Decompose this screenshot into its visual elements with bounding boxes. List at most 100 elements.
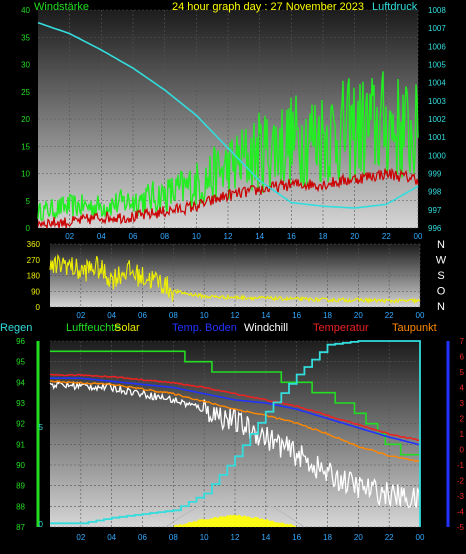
legend-entry: Windchill: [244, 322, 288, 334]
pressure-tick-label: 1003: [428, 97, 446, 106]
temperature-tick-label: 2: [460, 415, 465, 424]
wind-tick-label: 0: [26, 224, 31, 233]
time-tick-label: 10: [192, 232, 201, 241]
time-tick-label: 18: [323, 311, 332, 320]
rain-tick-label: 5: [39, 423, 44, 432]
time-tick-label: 00: [416, 311, 425, 320]
wind-direction-tick-label: 0: [36, 303, 41, 312]
pressure-tick-label: 999: [428, 170, 442, 179]
series-rain: [50, 340, 421, 527]
wind-direction-tick-label: 360: [27, 240, 41, 249]
time-tick-label: 12: [231, 311, 240, 320]
time-tick-label: 12: [231, 533, 240, 542]
temperature-tick-label: 4: [460, 384, 465, 393]
wind-axis-title: Windstärke: [34, 1, 89, 13]
pressure-tick-label: 1002: [428, 115, 446, 124]
time-tick-label: 08: [169, 311, 178, 320]
pressure-tick-label: 1000: [428, 151, 446, 160]
temperature-tick-label: 0: [460, 446, 465, 455]
temperature-tick-label: 1: [460, 430, 465, 439]
rain-tick-label: 0: [39, 520, 44, 529]
pressure-tick-label: 1001: [428, 133, 446, 142]
time-tick-label: 10: [200, 533, 209, 542]
time-tick-label: 18: [319, 232, 328, 241]
humidity-tick-label: 96: [16, 337, 25, 346]
series-temperature: [50, 373, 421, 441]
wind-tick-label: 5: [26, 197, 31, 206]
legend-entry: Luftfeuchte: [66, 322, 120, 334]
time-tick-label: 04: [107, 311, 116, 320]
legend-entry: Taupunkt: [392, 322, 437, 334]
temperature-tick-label: 5: [460, 368, 465, 377]
time-tick-label: 22: [385, 533, 394, 542]
wind-direction-axis-ticks: 0 90 180 270 360: [27, 240, 41, 312]
time-tick-label: 14: [261, 311, 270, 320]
time-tick-label: 10: [200, 311, 209, 320]
time-tick-label: 16: [287, 232, 296, 241]
humidity-tick-label: 95: [16, 358, 25, 367]
series-pressure: [37, 21, 419, 209]
humidity-tick-label: 94: [16, 378, 25, 387]
compass-label: W: [436, 255, 447, 267]
wind-tick-label: 10: [21, 170, 30, 179]
time-tick-label: 22: [382, 232, 391, 241]
time-tick-label: 02: [65, 232, 74, 241]
legend-entry: Regen: [0, 322, 32, 334]
humidity-tick-label: 91: [16, 440, 25, 449]
wind-direction-plot: [49, 253, 421, 305]
time-tick-label: 14: [255, 232, 264, 241]
wind-axis-ticks: 0 5 10 15 20 25 30 35 40: [21, 6, 30, 233]
temperature-tick-label: -5: [457, 523, 465, 532]
series-wind-gust: [37, 71, 419, 221]
humidity-tick-label: 90: [16, 461, 25, 470]
series-humidity: [50, 350, 420, 456]
temperature-tick-label: -2: [457, 477, 465, 486]
temperature-tick-label: 7: [460, 337, 465, 346]
compass-label: N: [437, 239, 445, 251]
pressure-tick-label: 996: [428, 224, 442, 233]
time-tick-label: 16: [292, 533, 301, 542]
pressure-tick-label: 998: [428, 188, 442, 197]
pressure-tick-label: 1008: [428, 6, 446, 15]
bottom-time-axis-ticks: 02 04 06 08 10 12 14 16 18 20 22 00: [76, 533, 425, 542]
time-tick-label: 00: [414, 232, 423, 241]
pressure-tick-label: 997: [428, 206, 442, 215]
pressure-axis-title: Luftdruck: [372, 1, 418, 13]
wind-tick-label: 40: [21, 6, 30, 15]
wind-tick-label: 15: [21, 142, 30, 151]
wind-direction-tick-label: 90: [31, 287, 40, 296]
wind-tick-label: 25: [21, 88, 30, 97]
time-tick-label: 20: [354, 533, 363, 542]
wind-direction-tick-label: 270: [27, 256, 41, 265]
legend-entry: Temperatur: [313, 322, 369, 334]
time-tick-label: 04: [97, 232, 106, 241]
series-wind-average: [37, 167, 419, 229]
series-wind-direction: [49, 253, 421, 305]
time-tick-label: 16: [292, 311, 301, 320]
pressure-tick-label: 1004: [428, 79, 446, 88]
pressure-axis-ticks: 996 997 998 999 1000 1001 1002 1003 1004 1005 1006…: [428, 6, 446, 233]
time-tick-label: 04: [107, 533, 116, 542]
series-windchill: [49, 380, 421, 509]
time-tick-label: 14: [261, 533, 270, 542]
time-tick-label: 06: [129, 232, 138, 241]
time-tick-label: 00: [416, 533, 425, 542]
time-tick-label: 08: [160, 232, 169, 241]
temperature-tick-label: 3: [460, 399, 465, 408]
time-tick-label: 02: [76, 533, 85, 542]
temperature-tick-label: 6: [460, 353, 465, 362]
pressure-tick-label: 1005: [428, 61, 446, 70]
pressure-tick-label: 1007: [428, 24, 446, 33]
wind-pressure-plot: [37, 21, 419, 229]
compass-label: O: [437, 286, 446, 298]
series-solar-max: [165, 496, 305, 528]
humidity-axis-ticks: 87 88 89 90 91 92 93 94 95 96: [16, 337, 25, 532]
time-tick-label: 06: [138, 311, 147, 320]
time-tick-label: 20: [350, 232, 359, 241]
top-time-axis-ticks: 02 04 06 08 10 12 14 16 18 20 22 00: [65, 232, 423, 241]
time-tick-label: 06: [138, 533, 147, 542]
mid-time-axis-ticks: 02 04 06 08 10 12 14 16 18 20 22 00: [76, 311, 425, 320]
